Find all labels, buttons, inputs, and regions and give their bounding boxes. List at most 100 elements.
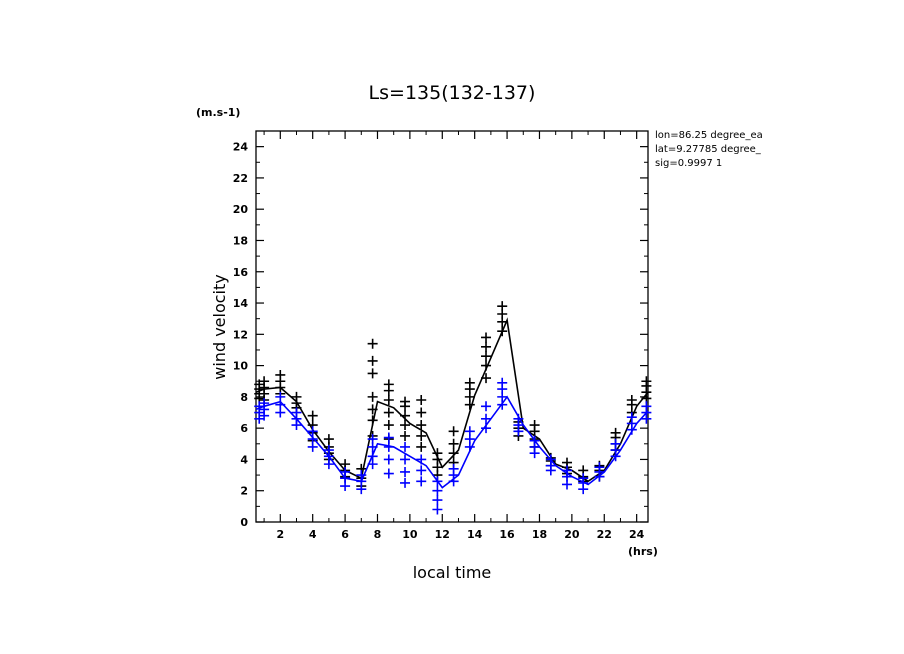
y-tick-label-0: 0	[240, 516, 248, 529]
y-tick-label-11: 22	[233, 172, 248, 185]
info-line-lat: lat=9.27785 degree_	[655, 144, 762, 155]
series-0-point-15-3	[481, 341, 492, 352]
series-1-point-15-2	[481, 401, 492, 412]
series-0-point-11-1	[416, 430, 427, 441]
x-tick-label-9: 20	[564, 528, 580, 541]
x-unit-label: (hrs)	[628, 545, 658, 558]
series-1-point-12-0	[432, 504, 443, 515]
x-tick-label-0: 2	[276, 528, 284, 541]
y-tick-label-10: 20	[233, 203, 249, 216]
y-tick-label-9: 18	[233, 234, 248, 247]
series-1-point-21-2	[578, 473, 589, 484]
series-1-point-11-2	[416, 454, 427, 465]
series-1-point-16-3	[497, 377, 508, 388]
series-0-point-10-0	[400, 430, 411, 441]
series-1-point-18-2	[529, 435, 540, 446]
series-1-point-7-2	[356, 470, 367, 481]
series-0-point-11-0	[416, 441, 427, 452]
x-tick-label-11: 24	[629, 528, 645, 541]
series-1-point-12-2	[432, 485, 443, 496]
x-tick-label-4: 10	[402, 528, 418, 541]
series-1-point-10-3	[400, 441, 411, 452]
series-1-point-15-0	[481, 423, 492, 434]
y-axis-label: wind velocity	[210, 274, 229, 379]
series-0-point-8-3	[367, 391, 378, 402]
info-box: lon=86.25 degree_ea lat=9.27785 degree_ …	[655, 130, 763, 169]
series-1-point-5-2	[323, 445, 334, 456]
series-0-point-5-3	[323, 434, 334, 445]
series-0-point-15-1	[481, 360, 492, 371]
series-1-point-9-1	[383, 454, 394, 465]
series-1-point-11-0	[416, 476, 427, 487]
series-0-point-9-3	[383, 395, 394, 406]
series-0-point-8-2	[367, 404, 378, 415]
series-0-point-16-0	[497, 326, 508, 337]
series-0-point-24-2	[626, 395, 637, 406]
series-1-point-10-2	[400, 454, 411, 465]
series-1-point-8-1	[367, 451, 378, 462]
series-1-point-25-2	[641, 401, 652, 412]
plot-frame	[255, 130, 649, 523]
series-0-point-8-1	[367, 415, 378, 426]
series-1-point-20-2	[562, 465, 573, 476]
series-1-point-23-2	[610, 438, 621, 449]
y-tick-label-7: 14	[233, 297, 249, 310]
series-1-point-15-1	[481, 413, 492, 424]
series-0-point-8-5	[367, 355, 378, 366]
series-1-point-9-3	[383, 432, 394, 443]
series-0-point-25-3	[641, 376, 652, 387]
y-tick-label-3: 6	[240, 422, 248, 435]
x-tick-label-6: 14	[467, 528, 483, 541]
series-0-point-23-3	[610, 427, 621, 438]
series-0-point-8-6	[367, 338, 378, 349]
series-0-point-18-3	[529, 420, 540, 431]
info-line-lon: lon=86.25 degree_ea	[655, 130, 763, 141]
y-tick-label-1: 2	[240, 485, 248, 498]
y-tick-label-4: 8	[240, 391, 248, 404]
series-0-point-9-2	[383, 407, 394, 418]
series-1-point-6-2	[340, 466, 351, 477]
series-0-point-9-1	[383, 420, 394, 431]
series-1-point-14-2	[464, 426, 475, 437]
x-tick-label-2: 6	[341, 528, 349, 541]
y-tick-label-2: 4	[240, 453, 248, 466]
series-0-point-2-3	[275, 369, 286, 380]
series-0-point-13-2	[448, 438, 459, 449]
series-0-point-3-2	[291, 391, 302, 402]
y-tick-label-12: 24	[233, 141, 249, 154]
series-0-point-4-3	[307, 410, 318, 421]
series-1-point-11-1	[416, 465, 427, 476]
series-1-point-2-2	[275, 391, 286, 402]
x-tick-label-1: 4	[309, 528, 317, 541]
series-1-point-19-2	[545, 454, 556, 465]
series-0-point-10-1	[400, 420, 411, 431]
x-tick-label-7: 16	[499, 528, 515, 541]
series-1-point-13-2	[448, 463, 459, 474]
series-1-point-24-2	[626, 412, 637, 423]
series-0-point-9-5	[383, 379, 394, 390]
y-unit-label: (m.s-1)	[196, 106, 240, 119]
series-0-point-12-3	[432, 448, 443, 459]
series-0-point-15-0	[481, 373, 492, 384]
series-1-point-8-3	[367, 434, 378, 445]
x-axis-label: local time	[413, 563, 492, 582]
series-0-point-10-4	[400, 396, 411, 407]
series-1-point-1-2	[259, 398, 270, 409]
series-0-line	[255, 317, 649, 483]
series-1-point-10-1	[400, 466, 411, 477]
series-0-point-14-3	[464, 377, 475, 388]
chart-title: Ls=135(132-137)	[369, 82, 536, 104]
series-1-line	[255, 395, 649, 489]
x-tick-label-10: 22	[597, 528, 612, 541]
series-1-point-22-2	[594, 462, 605, 473]
info-line-sig: sig=0.9997 1	[655, 158, 722, 169]
y-tick-label-8: 16	[233, 266, 249, 279]
series-0-point-15-2	[481, 351, 492, 362]
series-1-point-10-0	[400, 477, 411, 488]
x-tick-label-5: 12	[435, 528, 450, 541]
series-1-point-9-0	[383, 468, 394, 479]
series-0-point-16-3	[497, 301, 508, 312]
series-1-point-12-3	[432, 476, 443, 487]
